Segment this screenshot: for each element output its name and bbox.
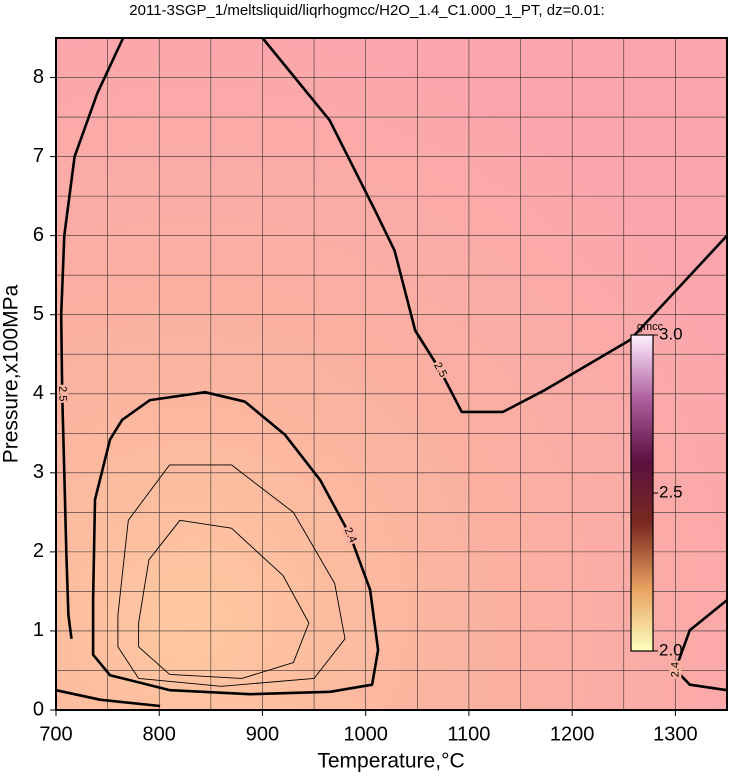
y-tick-label: 3 xyxy=(33,461,44,483)
y-axis-label: Pressure,x100MPa xyxy=(0,284,23,463)
contour-label-bg xyxy=(430,359,450,381)
contour-line xyxy=(138,519,310,679)
plot-frame xyxy=(55,37,728,711)
contour-label: 2.4 xyxy=(342,526,359,545)
contour-label: 2.4 xyxy=(669,662,681,677)
contour-line xyxy=(91,390,380,696)
colorbar-label: gmcc xyxy=(637,321,664,333)
y-tick-label: 2 xyxy=(33,540,44,562)
contour-line xyxy=(59,37,125,639)
colorbar xyxy=(630,334,654,652)
plot-background xyxy=(56,38,727,710)
contour-line xyxy=(117,464,346,687)
contour-label-bg xyxy=(669,660,682,679)
contour-label-bg xyxy=(340,524,360,546)
y-tick-label: 1 xyxy=(33,619,44,641)
y-tick-label: 4 xyxy=(33,382,44,404)
contour-line xyxy=(55,688,161,708)
x-tick-label: 700 xyxy=(39,723,72,745)
y-tick-label: 8 xyxy=(33,66,44,88)
colorbar-tick-label: 2.5 xyxy=(659,482,683,501)
y-tick-label: 0 xyxy=(33,698,44,720)
x-tick-label: 800 xyxy=(143,723,176,745)
x-tick-label: 1300 xyxy=(653,723,698,745)
chart-title: 2011-3SGP_1/meltsliquid/liqrhogmcc/H2O_1… xyxy=(129,2,604,19)
y-tick-label: 7 xyxy=(33,145,44,167)
x-tick-label: 1000 xyxy=(343,723,388,745)
x-tick-label: 900 xyxy=(246,723,279,745)
y-tick-label: 5 xyxy=(33,303,44,325)
x-axis-label: Temperature,°C xyxy=(317,750,464,773)
contour-label: 2.5 xyxy=(56,386,68,402)
contour-label-bg xyxy=(56,384,69,403)
colorbar-tick-label: 2.0 xyxy=(659,640,683,659)
y-tick-label: 6 xyxy=(33,224,44,246)
x-tick-label: 1100 xyxy=(447,723,490,745)
x-tick-label: 1200 xyxy=(550,723,595,745)
colorbar-tick-label: 3.0 xyxy=(659,324,683,343)
